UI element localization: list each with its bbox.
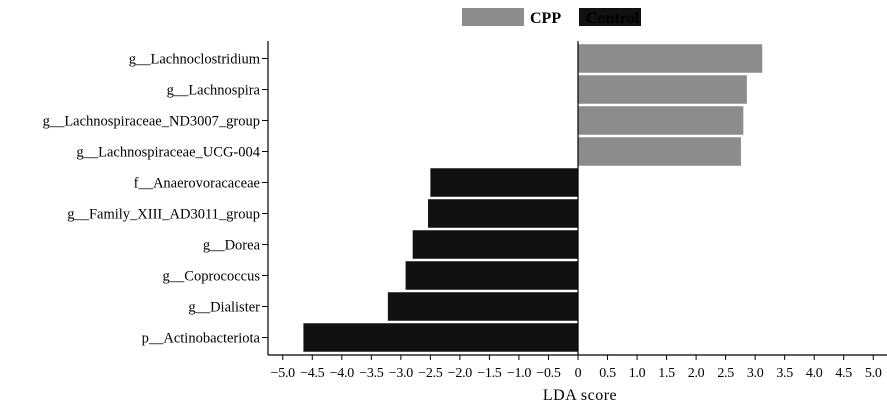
x-tick-label: 2.5 (717, 366, 734, 381)
category-label: g__Dorea (203, 238, 261, 254)
legend-label-control: Control (586, 10, 640, 27)
category-label: p__Actinobacteriota (142, 331, 261, 347)
bar-4 (578, 137, 741, 166)
x-tick-label: −2.5 (418, 366, 442, 381)
x-tick-label: 1.5 (658, 366, 675, 381)
category-label: f__Anaerovoracaceae (134, 176, 260, 192)
bar-8 (405, 261, 578, 290)
x-tick-label: 4.5 (835, 366, 852, 381)
x-tick-label: −3.5 (359, 366, 383, 381)
x-tick-label: −0.5 (536, 366, 560, 381)
axes (267, 41, 887, 356)
x-tick-label: −1.5 (477, 366, 501, 381)
x-tick-label: 3.0 (747, 366, 764, 381)
bar-6 (428, 199, 578, 228)
bar-5 (430, 168, 578, 197)
x-axis-ticks: −5.0 −4.5 −4.0 −3.5 −3.0 −2.5 −2.0 −1.5 −1.0 −0.5… (271, 355, 882, 381)
bar-2 (578, 75, 747, 104)
category-label: g__Family_XIII_AD3011_group (67, 207, 260, 223)
x-tick-label: 3.5 (776, 366, 793, 381)
legend-label-cpp: CPP (530, 10, 561, 27)
x-tick-label: −4.0 (330, 366, 354, 381)
legend-swatch-cpp (462, 8, 524, 26)
category-label: g__Dialister (188, 300, 260, 316)
x-tick-label: 0.5 (599, 366, 616, 381)
x-tick-label: −3.0 (389, 366, 413, 381)
x-tick-label: −4.5 (300, 366, 324, 381)
x-tick-label: 2.0 (688, 366, 705, 381)
x-tick-label: −5.0 (271, 366, 295, 381)
bar-3 (578, 106, 744, 135)
category-label: g__Lachnospiraceae_UCG-004 (76, 145, 260, 161)
category-label: g__Lachnospiraceae_ND3007_group (43, 114, 260, 130)
bars (303, 44, 763, 352)
bar-7 (412, 230, 578, 259)
x-tick-label: 5.0 (865, 366, 882, 381)
legend-swatch-control (579, 8, 641, 26)
x-tick-label: 1.0 (629, 366, 646, 381)
x-tick-label: 4.0 (806, 366, 823, 381)
category-label: g__Lachnospira (167, 83, 261, 99)
category-labels: g__Lachnoclostridium g__Lachnospira g__Lac… (43, 52, 268, 347)
bar-1 (578, 44, 763, 73)
bar-10 (303, 323, 578, 352)
bar-9 (387, 292, 578, 321)
x-tick-label: 0 (575, 366, 582, 381)
category-label: g__Lachnoclostridium (129, 52, 261, 68)
legend: CPP Control (462, 8, 641, 27)
x-tick-label: −2.0 (448, 366, 472, 381)
category-label: g__Coprococcus (163, 269, 261, 285)
x-tick-label: −1.0 (507, 366, 531, 381)
x-axis-label: LDA score (543, 387, 617, 404)
